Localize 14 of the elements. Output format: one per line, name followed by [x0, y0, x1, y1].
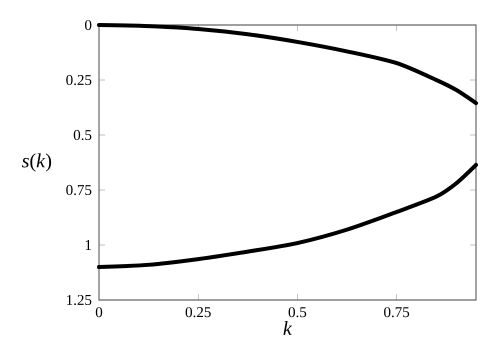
x-tick-label: 0.75 — [384, 307, 410, 318]
x-tick-label: 0.5 — [288, 307, 306, 318]
y-tick-label: 1.25 — [67, 294, 92, 306]
y-tick-label: 0 — [85, 20, 92, 30]
y-tick-label: 0.5 — [74, 130, 92, 140]
y-tick-label: 0.75 — [66, 184, 92, 196]
line-series — [97, 162, 478, 269]
x-tick-label: 0 — [96, 307, 102, 318]
line-series — [97, 23, 478, 106]
y-tick-label: 1 — [86, 240, 92, 250]
y-axis-title: s(k) — [22, 153, 52, 172]
x-axis-title: k — [283, 320, 292, 335]
x-tick-label: 0.25 — [186, 307, 211, 318]
y-tick-label: 0.25 — [66, 74, 92, 86]
